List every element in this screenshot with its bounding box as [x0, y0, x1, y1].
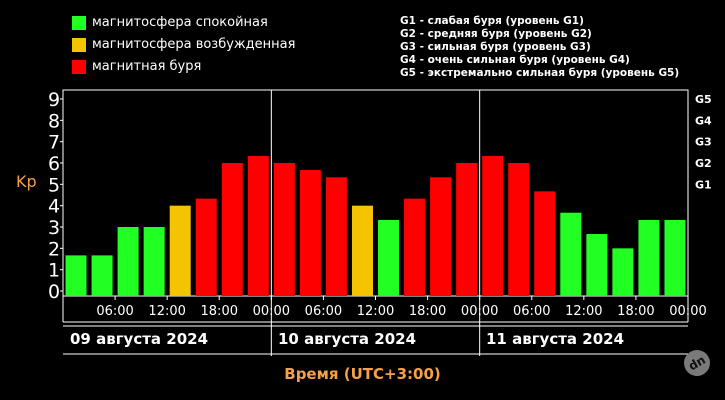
kp-bar: [299, 170, 321, 296]
g-level-tick-label: G4: [695, 114, 712, 127]
kp-bar: [404, 198, 426, 296]
x-tick-label: 00:00: [461, 304, 498, 319]
kp-bar: [195, 198, 217, 296]
x-tick-label: 12:00: [148, 304, 185, 319]
g-level-tick-label: G1: [695, 178, 712, 191]
x-tick-label: 06:00: [305, 304, 342, 319]
legend-item-storm: магнитная буря: [72, 59, 201, 74]
y-tick-label: 4: [48, 196, 60, 218]
legend-swatch-excited: [72, 37, 86, 52]
x-tick-label: 00:00: [253, 304, 290, 319]
y-tick-label: 2: [48, 238, 60, 260]
x-tick-label: 00:00: [669, 304, 706, 319]
legend-label-quiet: магнитосфера спокойная: [92, 15, 268, 30]
y-tick-label: 6: [48, 153, 60, 175]
x-tick-label: 12:00: [565, 304, 602, 319]
kp-bar: [430, 177, 452, 296]
x-tick-label: 18:00: [617, 304, 654, 319]
kp-bar: [456, 163, 478, 296]
kp-bar: [482, 155, 504, 296]
kp-bar: [612, 248, 634, 296]
y-axis-label: Kp: [16, 172, 37, 191]
legend-item-quiet: магнитосфера спокойная: [72, 15, 268, 30]
storm-level-g3: G3 - сильная буря (уровень G3): [400, 41, 591, 53]
y-tick-label: 0: [48, 281, 60, 303]
kp-bar: [586, 234, 608, 296]
storm-level-g5: G5 - экстремально сильная буря (уровень …: [400, 67, 680, 79]
kp-bar: [351, 205, 373, 296]
kp-bar: [169, 205, 191, 296]
kp-bar: [273, 163, 295, 296]
x-tick-label: 12:00: [357, 304, 394, 319]
storm-level-g4: G4 - очень сильная буря (уровень G4): [400, 54, 630, 66]
kp-bar: [508, 163, 530, 296]
kp-bar: [560, 212, 582, 296]
date-label-day-2: 10 августа 2024: [278, 330, 417, 348]
x-tick-label: 06:00: [513, 304, 550, 319]
kp-bar: [247, 155, 269, 296]
kp-bar: [91, 255, 113, 296]
y-tick-label: 1: [48, 260, 60, 282]
legend-swatch-quiet: [72, 15, 86, 30]
storm-level-g1: G1 - слабая буря (уровень G1): [400, 15, 584, 27]
x-tick-label: 18:00: [201, 304, 238, 319]
kp-bar: [143, 227, 165, 296]
kp-bar: [534, 191, 556, 296]
y-tick-label: 3: [48, 217, 60, 239]
g-level-tick-label: G5: [695, 93, 712, 106]
kp-bar: [664, 219, 686, 296]
kp-bar: [378, 219, 400, 296]
g-level-tick-label: G2: [695, 157, 712, 170]
g-level-tick-label: G3: [695, 136, 712, 149]
kp-bar: [638, 219, 660, 296]
kp-bar: [65, 255, 87, 296]
kp-bar: [221, 163, 243, 296]
date-label-day-3: 11 августа 2024: [486, 330, 625, 348]
y-tick-label: 8: [48, 110, 60, 132]
y-tick-label: 5: [48, 174, 60, 196]
kp-bar: [325, 177, 347, 296]
y-tick-label: 7: [48, 132, 60, 154]
legend-swatch-storm: [72, 59, 86, 74]
kp-bar: [117, 227, 139, 296]
legend-label-storm: магнитная буря: [92, 59, 202, 74]
x-tick-label: 18:00: [409, 304, 446, 319]
legend-label-excited: магнитосфера возбужденная: [92, 37, 296, 52]
storm-level-g2: G2 - средняя буря (уровень G2): [400, 28, 592, 40]
legend-item-excited: магнитосфера возбужденная: [72, 37, 295, 52]
x-tick-label: 06:00: [96, 304, 133, 319]
y-tick-label: 9: [48, 89, 60, 111]
x-axis-title: Время (UTC+3:00): [284, 365, 441, 383]
date-label-day-1: 09 августа 2024: [70, 330, 209, 348]
